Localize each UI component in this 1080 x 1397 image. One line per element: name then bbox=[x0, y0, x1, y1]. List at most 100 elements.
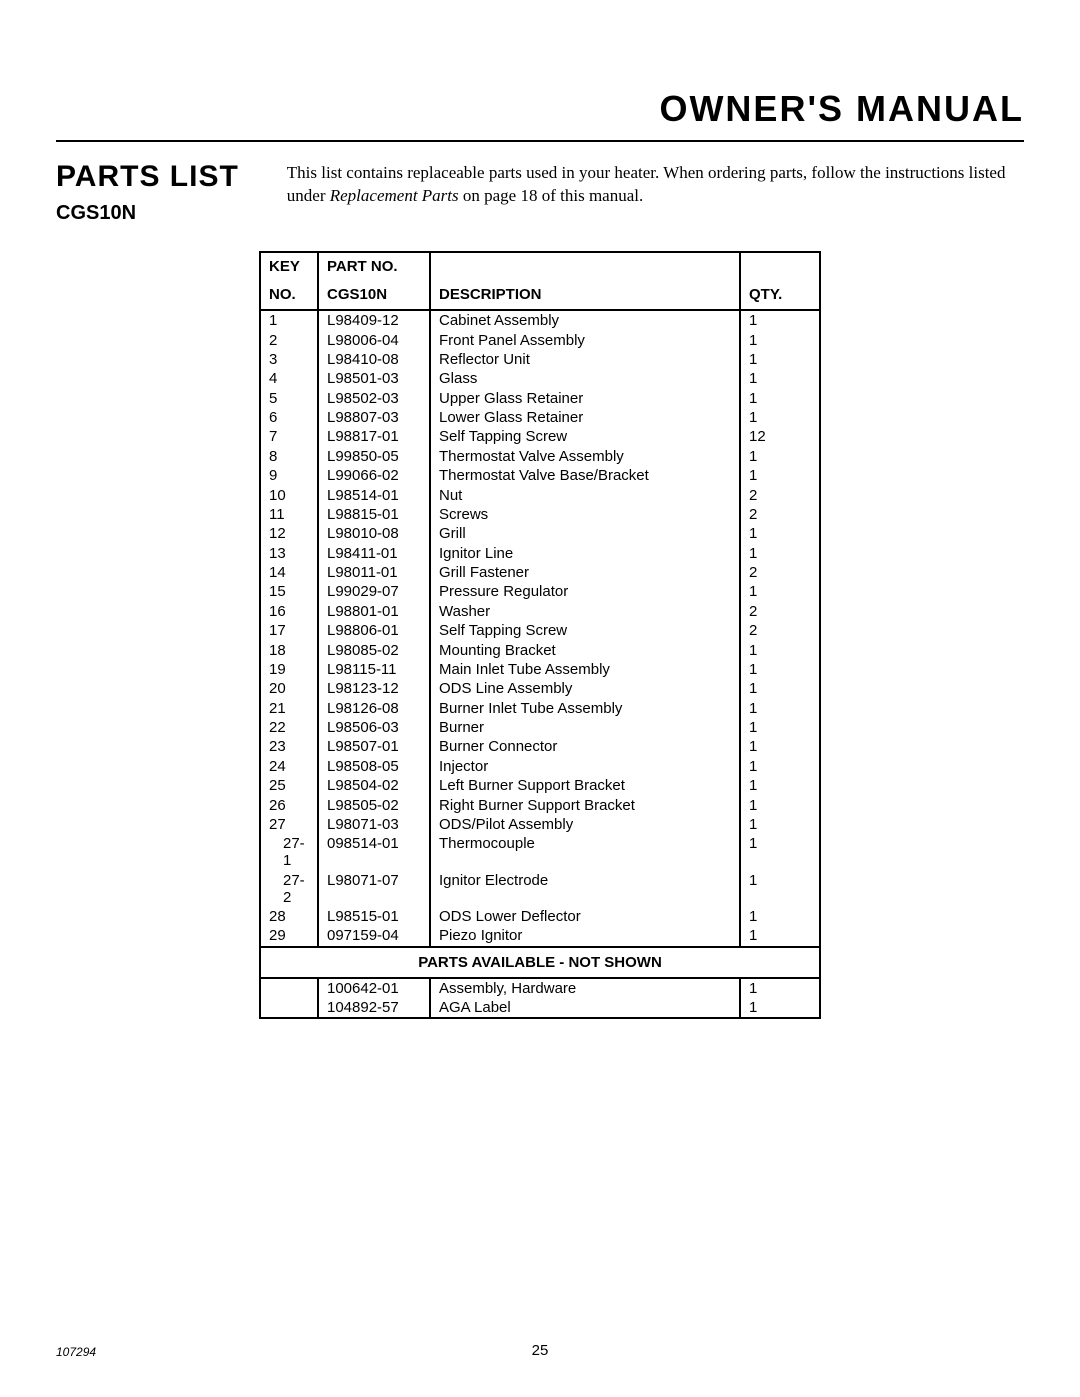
cell-partno: L98410-08 bbox=[318, 350, 430, 369]
table-row: 13L98411-01Ignitor Line1 bbox=[260, 544, 820, 563]
cell-partno: L98502-03 bbox=[318, 389, 430, 408]
cell-qty: 1 bbox=[740, 466, 820, 485]
table-row: 6L98807-03Lower Glass Retainer1 bbox=[260, 408, 820, 427]
table-row: 104892-57AGA Label1 bbox=[260, 998, 820, 1018]
cell-partno: L98505-02 bbox=[318, 795, 430, 814]
intro-text-b: on page 18 of this manual. bbox=[459, 186, 644, 205]
cell-desc: Screws bbox=[430, 505, 740, 524]
cell-qty: 2 bbox=[740, 602, 820, 621]
cell-keyno: 10 bbox=[260, 485, 318, 504]
cell-desc: Self Tapping Screw bbox=[430, 427, 740, 446]
cell-keyno: 19 bbox=[260, 660, 318, 679]
table-row: 11L98815-01Screws2 bbox=[260, 505, 820, 524]
table-row: 29097159-04Piezo Ignitor1 bbox=[260, 926, 820, 946]
cell-keyno bbox=[260, 998, 318, 1018]
cell-keyno: 21 bbox=[260, 699, 318, 718]
cell-partno: 104892-57 bbox=[318, 998, 430, 1018]
cell-qty: 1 bbox=[740, 795, 820, 814]
cell-qty: 1 bbox=[740, 679, 820, 698]
cell-qty: 1 bbox=[740, 926, 820, 946]
cell-partno: L98504-02 bbox=[318, 776, 430, 795]
cell-keyno: 3 bbox=[260, 350, 318, 369]
cell-keyno: 5 bbox=[260, 389, 318, 408]
page: OWNER'S MANUAL PARTS LIST CGS10N This li… bbox=[0, 0, 1080, 1397]
cell-desc: Lower Glass Retainer bbox=[430, 408, 740, 427]
cell-keyno: 17 bbox=[260, 621, 318, 640]
cell-keyno: 15 bbox=[260, 582, 318, 601]
th-desc-blank bbox=[430, 252, 740, 281]
cell-desc: Burner Inlet Tube Assembly bbox=[430, 699, 740, 718]
cell-qty: 1 bbox=[740, 718, 820, 737]
table-row: 20L98123-12ODS Line Assembly1 bbox=[260, 679, 820, 698]
cell-keyno: 24 bbox=[260, 757, 318, 776]
cell-desc: Pressure Regulator bbox=[430, 582, 740, 601]
table-row: 2L98006-04Front Panel Assembly1 bbox=[260, 330, 820, 349]
table-row: 27L98071-03ODS/Pilot Assembly1 bbox=[260, 815, 820, 834]
cell-desc: Mounting Bracket bbox=[430, 640, 740, 659]
cell-qty: 1 bbox=[740, 389, 820, 408]
cell-desc: Upper Glass Retainer bbox=[430, 389, 740, 408]
cell-partno: L98010-08 bbox=[318, 524, 430, 543]
section-title: PARTS LIST bbox=[56, 160, 239, 194]
cell-keyno: 6 bbox=[260, 408, 318, 427]
table-row: 19L98115-11Main Inlet Tube Assembly1 bbox=[260, 660, 820, 679]
cell-partno: L98815-01 bbox=[318, 505, 430, 524]
table-row: 9L99066-02Thermostat Valve Base/Bracket1 bbox=[260, 466, 820, 485]
table-row: 15L99029-07Pressure Regulator1 bbox=[260, 582, 820, 601]
table-row: 27-1098514-01Thermocouple1 bbox=[260, 834, 820, 870]
cell-desc: Self Tapping Screw bbox=[430, 621, 740, 640]
cell-partno: L98817-01 bbox=[318, 427, 430, 446]
table-head: KEY PART NO. NO. CGS10N DESCRIPTION QTY. bbox=[260, 252, 820, 310]
cell-qty: 1 bbox=[740, 998, 820, 1018]
table-row: 7L98817-01Self Tapping Screw12 bbox=[260, 427, 820, 446]
page-number: 25 bbox=[0, 1342, 1080, 1359]
table-row: 26L98505-02Right Burner Support Bracket1 bbox=[260, 795, 820, 814]
top-block: PARTS LIST CGS10N This list contains rep… bbox=[56, 160, 1024, 225]
cell-partno: L98806-01 bbox=[318, 621, 430, 640]
cell-keyno: 1 bbox=[260, 310, 318, 330]
cell-desc: ODS/Pilot Assembly bbox=[430, 815, 740, 834]
cell-partno: 100642-01 bbox=[318, 978, 430, 998]
title-rule bbox=[56, 140, 1024, 142]
table-row: 27-2L98071-07Ignitor Electrode1 bbox=[260, 871, 820, 907]
table-row: 8L99850-05Thermostat Valve Assembly1 bbox=[260, 447, 820, 466]
th-desc: DESCRIPTION bbox=[430, 281, 740, 310]
cell-partno: L98115-11 bbox=[318, 660, 430, 679]
cell-qty: 2 bbox=[740, 563, 820, 582]
cell-keyno: 13 bbox=[260, 544, 318, 563]
table-row: 16L98801-01Washer2 bbox=[260, 602, 820, 621]
cell-partno: 097159-04 bbox=[318, 926, 430, 946]
cell-qty: 1 bbox=[740, 582, 820, 601]
th-partno-bot: CGS10N bbox=[318, 281, 430, 310]
cell-desc: Reflector Unit bbox=[430, 350, 740, 369]
cell-qty: 1 bbox=[740, 369, 820, 388]
cell-desc: Thermocouple bbox=[430, 834, 740, 870]
table-row: 12L98010-08Grill1 bbox=[260, 524, 820, 543]
intro-text-italic: Replacement Parts bbox=[330, 186, 459, 205]
table-row: 1L98409-12Cabinet Assembly1 bbox=[260, 310, 820, 330]
cell-desc: Grill bbox=[430, 524, 740, 543]
table-row: 10L98514-01Nut2 bbox=[260, 485, 820, 504]
cell-keyno: 27-2 bbox=[260, 871, 318, 907]
cell-keyno: 2 bbox=[260, 330, 318, 349]
cell-keyno: 11 bbox=[260, 505, 318, 524]
table-row: 21L98126-08Burner Inlet Tube Assembly1 bbox=[260, 699, 820, 718]
cell-keyno: 9 bbox=[260, 466, 318, 485]
cell-keyno: 4 bbox=[260, 369, 318, 388]
cell-desc: ODS Line Assembly bbox=[430, 679, 740, 698]
cell-keyno: 27-1 bbox=[260, 834, 318, 870]
table-row: 100642-01Assembly, Hardware1 bbox=[260, 978, 820, 998]
cell-qty: 1 bbox=[740, 907, 820, 926]
cell-keyno: 8 bbox=[260, 447, 318, 466]
cell-qty: 2 bbox=[740, 485, 820, 504]
table-body-main: 1L98409-12Cabinet Assembly12L98006-04Fro… bbox=[260, 310, 820, 947]
cell-desc: Ignitor Electrode bbox=[430, 871, 740, 907]
cell-desc: Thermostat Valve Base/Bracket bbox=[430, 466, 740, 485]
cell-desc: Burner bbox=[430, 718, 740, 737]
cell-partno: L98123-12 bbox=[318, 679, 430, 698]
section-label: PARTS AVAILABLE - NOT SHOWN bbox=[260, 947, 820, 978]
cell-qty: 1 bbox=[740, 330, 820, 349]
cell-qty: 1 bbox=[740, 640, 820, 659]
table-row: 23L98507-01Burner Connector1 bbox=[260, 737, 820, 756]
cell-keyno: 22 bbox=[260, 718, 318, 737]
